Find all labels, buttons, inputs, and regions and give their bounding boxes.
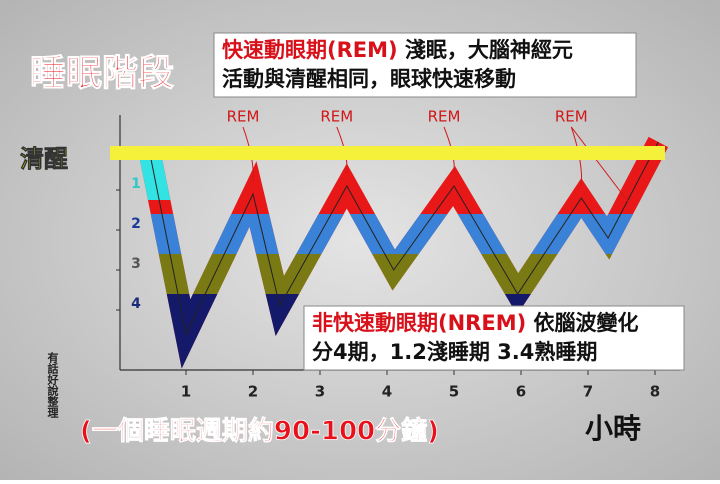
- nrem-note-text: 依腦波變化: [526, 311, 638, 335]
- x-tick-label: 4: [382, 383, 392, 401]
- rem-note-text: 淺眠，大腦神經元: [398, 38, 573, 62]
- rem-note-text: 活動與清醒相同，眼球快速移動: [222, 67, 516, 91]
- title: 睡眠階段: [30, 53, 174, 94]
- rem-term: 快速動眼期(REM): [222, 38, 398, 62]
- rem-note: 快速動眼期(REM) 淺眠，大腦神經元: [222, 38, 573, 62]
- watermark: 有話好說整理: [46, 351, 60, 418]
- nrem-note-text: 分4期，1.2淺睡期 3.4熟睡期: [312, 340, 597, 364]
- x-tick-label: 3: [315, 383, 325, 401]
- x-tick-label: 5: [449, 383, 459, 401]
- x-tick-label: 7: [583, 383, 593, 401]
- rem-label: REM: [555, 108, 588, 126]
- rem-leader: [570, 126, 629, 203]
- plot: 1 2 3 4 5 6 7 8 1 2 3 4 REM REM REM REM: [116, 108, 680, 401]
- y-tick-label: 4: [131, 296, 141, 312]
- x-axis-label: 小時: [585, 412, 641, 445]
- y-tick-label: 1: [131, 176, 141, 192]
- y-tick-label: 2: [131, 216, 141, 232]
- rem-label: REM: [428, 108, 461, 126]
- awake-band: [110, 146, 665, 160]
- rem-note-box: [213, 32, 637, 98]
- x-tick-label: 6: [516, 383, 526, 401]
- rem-label: REM: [227, 108, 260, 126]
- x-tick-label: 8: [650, 383, 660, 401]
- x-tick-label: 2: [248, 383, 258, 401]
- awake-label: 清醒: [20, 145, 68, 173]
- footnote: (一個睡眠週期約90-100分鐘): [80, 416, 439, 447]
- rem-label: REM: [320, 108, 353, 126]
- y-tick-label: 3: [131, 256, 141, 272]
- sleep-curve-edge: [148, 141, 659, 336]
- nrem-term: 非快速動眼期(NREM): [312, 311, 526, 335]
- x-tick-label: 1: [181, 383, 191, 401]
- nrem-note: 非快速動眼期(NREM) 依腦波變化: [312, 311, 639, 335]
- nrem-note-box: [303, 305, 685, 371]
